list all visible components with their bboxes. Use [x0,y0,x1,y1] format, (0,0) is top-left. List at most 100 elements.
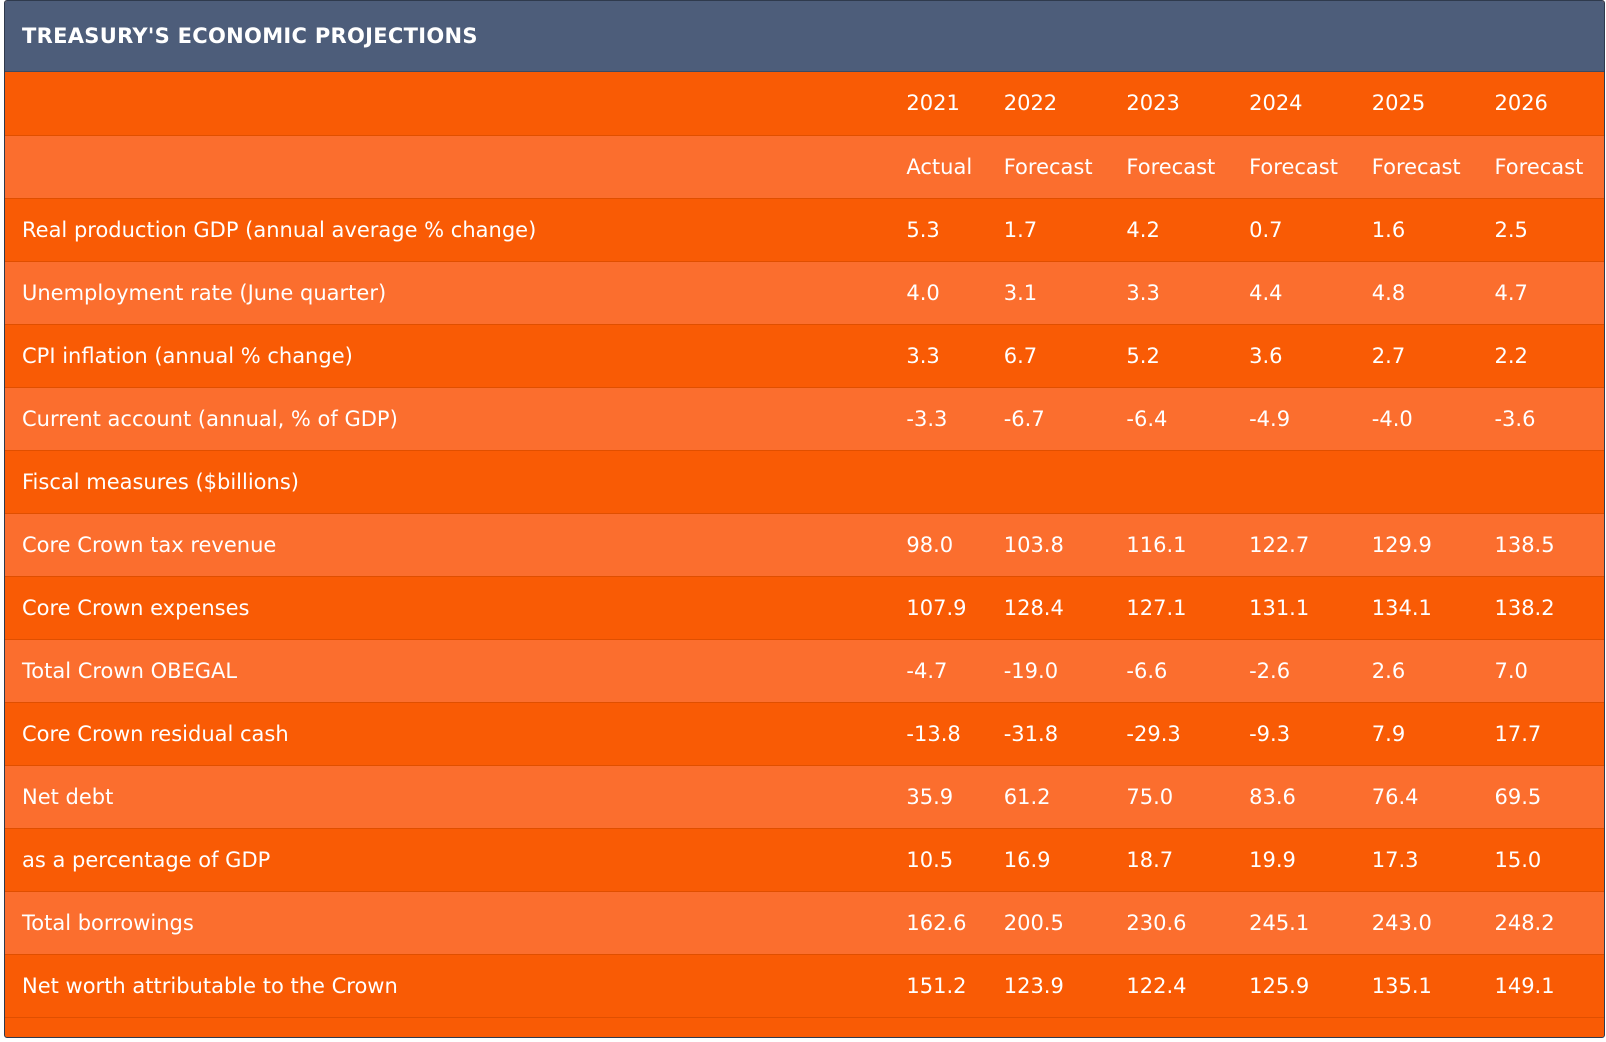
value-cell: 75.0 [1126,765,1250,829]
value-cell: 129.9 [1371,513,1495,577]
table-row: Core Crown residual cash -13.8 -31.8 -29.3-… [5,702,1604,766]
status-header-cell: Forecast [1003,135,1127,199]
header-row-label [5,72,907,136]
value-cell: 69.5 [1494,765,1604,829]
value-cell: -29.3 [1126,702,1250,766]
value-cell: 17.3 [1371,828,1495,892]
value-cell: -2.6 [1249,639,1372,703]
value-cell: 125.9 [1249,954,1372,1018]
row-label: CPI inflation (annual % change) [5,324,907,388]
value-cell: 162.6 [906,891,1004,955]
value-cell: 3.3 [906,324,1004,388]
row-label: Fiscal measures ($billions) [5,450,907,514]
table-row: Real production GDP (annual average % ch… [5,198,1604,262]
value-cell: 3.1 [1003,261,1127,325]
table-row: Net debt 35.9 61.2 75.0 83.6 76.4 69.5 [5,765,1604,829]
value-cell: 4.4 [1249,261,1372,325]
projections-table-card: TREASURY'S ECONOMIC PROJECTIONS 2021 202… [4,0,1605,1038]
year-header-cell: 2025 [1371,72,1495,136]
value-cell: 35.9 [906,765,1004,829]
value-cell: 5.2 [1126,324,1250,388]
table-row: Net worth attributable to the Crown 151.2… [5,954,1604,1018]
value-cell: 19.9 [1249,828,1372,892]
value-cell [1249,450,1372,514]
value-cell: -4.9 [1249,387,1372,451]
value-cell [1126,450,1250,514]
value-cell: 1.6 [1371,198,1495,262]
value-cell: 135.1 [1371,954,1495,1018]
value-cell: 2.6 [1371,639,1495,703]
value-cell: 61.2 [1003,765,1127,829]
value-cell: 98.0 [906,513,1004,577]
value-cell: 200.5 [1003,891,1127,955]
row-label: Core Crown tax revenue [5,513,907,577]
value-cell: 3.6 [1249,324,1372,388]
value-cell: 7.0 [1494,639,1604,703]
value-cell: 149.1 [1494,954,1604,1018]
value-cell: 4.7 [1494,261,1604,325]
value-cell: 3.3 [1126,261,1250,325]
status-header-row: Actual Forecast Forecast Forecast Foreca… [5,135,1604,199]
value-cell: 123.9 [1003,954,1127,1018]
value-cell: 151.2 [906,954,1004,1018]
status-header-cell: Forecast [1126,135,1250,199]
value-cell: -3.3 [906,387,1004,451]
value-cell: 245.1 [1249,891,1372,955]
table-row: Current account (annual, % of GDP) -3.3 -6… [5,387,1604,451]
value-cell: -6.7 [1003,387,1127,451]
value-cell: 122.4 [1126,954,1250,1018]
status-header-cell: Forecast [1494,135,1604,199]
value-cell [906,450,1004,514]
value-cell: 116.1 [1126,513,1250,577]
row-label: as a percentage of GDP [5,828,907,892]
value-cell: 2.7 [1371,324,1495,388]
value-cell: -13.8 [906,702,1004,766]
year-header-cell: 2026 [1494,72,1604,136]
value-cell: 122.7 [1249,513,1372,577]
year-header-cell: 2023 [1126,72,1250,136]
value-cell: 2.5 [1494,198,1604,262]
row-label: Net debt [5,765,907,829]
table-row: Unemployment rate (June quarter) 4.0 3.1 3.… [5,261,1604,325]
value-cell: 7.9 [1371,702,1495,766]
table-title-bar: TREASURY'S ECONOMIC PROJECTIONS [5,1,1604,72]
value-cell: 2.2 [1494,324,1604,388]
value-cell: -6.4 [1126,387,1250,451]
row-label: Core Crown residual cash [5,702,907,766]
row-label: Unemployment rate (June quarter) [5,261,907,325]
value-cell: 134.1 [1371,576,1495,640]
value-cell: 18.7 [1126,828,1250,892]
status-header-cell: Forecast [1249,135,1372,199]
table-row: Fiscal measures ($billions) [5,450,1604,514]
table-row: Total Crown OBEGAL -4.7 -19.0 -6.6 -2.6 2.6 7.… [5,639,1604,703]
value-cell: 4.2 [1126,198,1250,262]
value-cell: 10.5 [906,828,1004,892]
projections-table: 2021 2022 2023 2024 2025 2026 Actual For… [5,72,1604,1018]
row-label: Core Crown expenses [5,576,907,640]
value-cell: -3.6 [1494,387,1604,451]
value-cell: 248.2 [1494,891,1604,955]
value-cell: -4.7 [906,639,1004,703]
value-cell: 138.5 [1494,513,1604,577]
value-cell: 4.0 [906,261,1004,325]
row-label: Total Crown OBEGAL [5,639,907,703]
value-cell: 103.8 [1003,513,1127,577]
value-cell: -4.0 [1371,387,1495,451]
value-cell: 16.9 [1003,828,1127,892]
row-label: Current account (annual, % of GDP) [5,387,907,451]
value-cell: 4.8 [1371,261,1495,325]
value-cell: 5.3 [906,198,1004,262]
value-cell: 131.1 [1249,576,1372,640]
value-cell: -6.6 [1126,639,1250,703]
table-row: Total borrowings 162.6 200.5 230.6 245.1 243.… [5,891,1604,955]
value-cell: 128.4 [1003,576,1127,640]
value-cell: 0.7 [1249,198,1372,262]
table-row: Core Crown expenses 107.9 128.4 127.1 131.1 1… [5,576,1604,640]
value-cell [1371,450,1495,514]
value-cell: 107.9 [906,576,1004,640]
year-header-cell: 2024 [1249,72,1372,136]
row-label: Net worth attributable to the Crown [5,954,907,1018]
value-cell: 243.0 [1371,891,1495,955]
row-label: Real production GDP (annual average % ch… [5,198,907,262]
value-cell [1003,450,1127,514]
